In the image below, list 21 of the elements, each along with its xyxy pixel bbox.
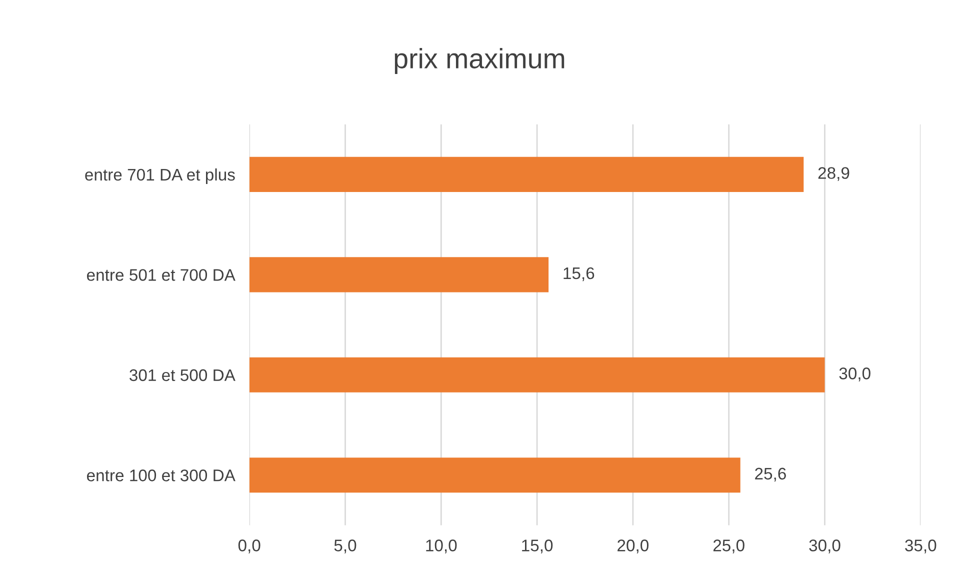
- x-tick-label: 10,0: [426, 540, 457, 554]
- y-tick-label: entre 501 et 700 DA: [86, 269, 236, 281]
- bar: [249, 458, 740, 493]
- bar: [249, 357, 825, 392]
- bar: [249, 156, 804, 192]
- x-tick-label: 15,0: [522, 540, 553, 554]
- data-label: 25,6: [755, 468, 786, 482]
- data-label: 30,0: [839, 368, 870, 382]
- data-label: 15,6: [564, 267, 594, 282]
- x-tick-label: 20,0: [618, 540, 649, 554]
- bar: [249, 257, 549, 292]
- chart-title: prix maximum: [394, 48, 564, 74]
- data-label: 28,9: [818, 167, 850, 181]
- x-tick-label: 0,0: [238, 540, 260, 554]
- y-tick-label: 301 et 500 DA: [130, 369, 236, 382]
- x-tick-label: 25,0: [713, 540, 744, 554]
- x-tick-label: 5,0: [334, 540, 356, 554]
- y-tick-label: entre 701 DA et plus: [85, 168, 235, 184]
- x-tick-label: 35,0: [905, 540, 936, 554]
- x-tick-label: 30,0: [809, 540, 840, 554]
- y-tick-label: entre 100 et 300 DA: [86, 470, 236, 482]
